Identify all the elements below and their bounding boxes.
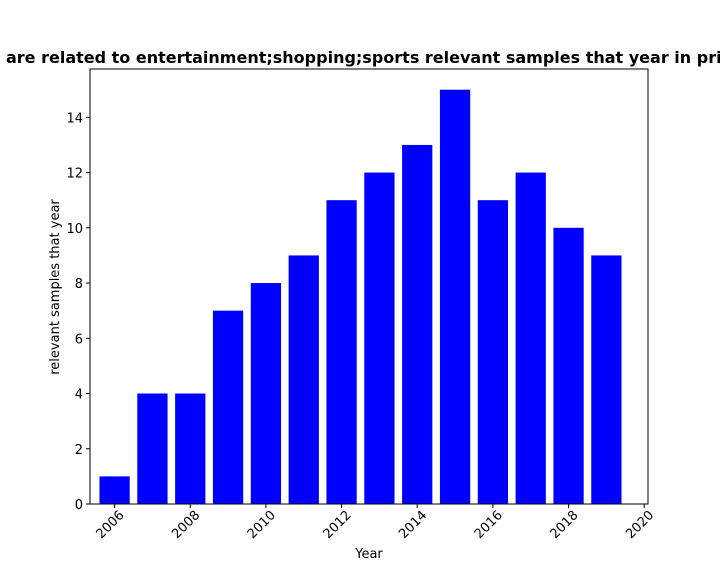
- bar-2009: [212, 310, 244, 504]
- bar-2007: [137, 393, 168, 504]
- bar-2017: [515, 172, 546, 504]
- bar-2010: [250, 283, 282, 504]
- bar-2015: [439, 89, 471, 505]
- x-axis-ticks: 2006 2008 2010 2012 2014 2016 2018 2020: [94, 504, 657, 542]
- bar-2016: [477, 200, 509, 504]
- y-tick-label: 14: [66, 111, 83, 126]
- y-tick-label: 0: [75, 498, 83, 513]
- plot-bars: [99, 89, 622, 505]
- x-tick-label: 2016: [472, 508, 506, 542]
- x-axis-label: Year: [354, 547, 383, 562]
- bar-2013: [364, 172, 395, 504]
- y-tick-label: 2: [75, 443, 83, 458]
- bar-2014: [402, 144, 433, 504]
- y-tick-label: 4: [75, 388, 83, 403]
- y-tick-label: 8: [75, 277, 83, 292]
- x-tick-label: 2010: [245, 508, 279, 542]
- x-tick-label: 2012: [321, 508, 355, 542]
- x-tick-label: 2006: [94, 508, 128, 542]
- plot-frame: [89, 68, 649, 505]
- y-tick-label: 12: [66, 167, 83, 182]
- x-tick-label: 2008: [169, 508, 203, 542]
- bar-2006: [99, 476, 130, 504]
- bar-2008: [175, 393, 206, 504]
- bar-2018: [553, 227, 584, 504]
- y-tick-label: 6: [75, 332, 83, 347]
- x-tick-label: 2014: [396, 508, 430, 542]
- y-tick-label: 10: [66, 222, 83, 237]
- x-tick-label: 2018: [548, 508, 582, 542]
- y-axis-label: relevant samples that year: [48, 199, 63, 375]
- bar-2012: [326, 200, 357, 504]
- chart-title: are related to entertainment;shopping;sp…: [6, 48, 720, 67]
- y-axis-ticks: 0 2 4 6 8 10 12 14: [66, 111, 90, 513]
- bar-2011: [288, 255, 319, 504]
- x-tick-label: 2020: [623, 508, 657, 542]
- bar-2019: [591, 255, 622, 504]
